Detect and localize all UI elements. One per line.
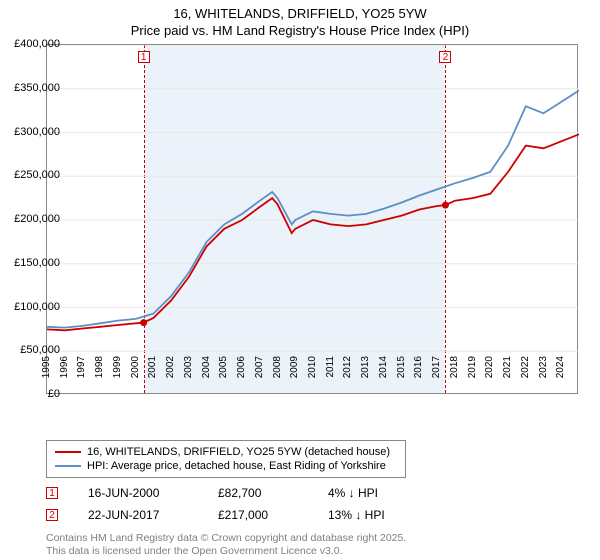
legend-label-series2: HPI: Average price, detached house, East… — [87, 460, 386, 472]
x-tick-label: 2023 — [538, 356, 549, 378]
x-tick-label: 2020 — [484, 356, 495, 378]
x-tick-label: 2004 — [201, 356, 212, 378]
legend-swatch-series1 — [55, 451, 81, 453]
marker-pct: 13% ↓ HPI — [328, 508, 385, 522]
x-tick-label: 1998 — [94, 356, 105, 378]
x-tick-label: 2003 — [183, 356, 194, 378]
legend-row-series1: 16, WHITELANDS, DRIFFIELD, YO25 5YW (det… — [55, 445, 397, 459]
x-tick-label: 1997 — [76, 356, 87, 378]
x-tick-label: 2013 — [360, 356, 371, 378]
marker-pct: 4% ↓ HPI — [328, 486, 378, 500]
x-tick-label: 2008 — [272, 356, 283, 378]
x-tick-label: 2018 — [449, 356, 460, 378]
x-tick-label: 2009 — [289, 356, 300, 378]
y-tick-label: £350,000 — [14, 82, 60, 94]
x-tick-label: 2001 — [147, 356, 158, 378]
marker-price: £217,000 — [218, 508, 298, 522]
marker-price: £82,700 — [218, 486, 298, 500]
y-tick-label: £50,000 — [20, 344, 60, 356]
x-tick-label: 2002 — [165, 356, 176, 378]
x-tick-label: 1995 — [41, 356, 52, 378]
x-tick-label: 2015 — [396, 356, 407, 378]
y-tick-label: £150,000 — [14, 257, 60, 269]
x-tick-label: 2010 — [307, 356, 318, 378]
x-tick-label: 2021 — [502, 356, 513, 378]
legend-row-series2: HPI: Average price, detached house, East… — [55, 459, 397, 473]
chart-lines — [47, 45, 579, 395]
marker-entry-2: 2 22-JUN-2017 £217,000 13% ↓ HPI — [46, 508, 385, 522]
y-tick-label: £200,000 — [14, 213, 60, 225]
y-tick-label: £250,000 — [14, 169, 60, 181]
marker-date: 22-JUN-2017 — [88, 508, 188, 522]
y-tick-label: £100,000 — [14, 301, 60, 313]
footnote-line1: Contains HM Land Registry data © Crown c… — [46, 532, 406, 544]
series-line-property — [47, 134, 579, 330]
y-tick-label: £400,000 — [14, 38, 60, 50]
legend: 16, WHITELANDS, DRIFFIELD, YO25 5YW (det… — [46, 440, 406, 478]
y-tick-label: £300,000 — [14, 126, 60, 138]
x-tick-label: 2019 — [467, 356, 478, 378]
x-tick-label: 2011 — [325, 356, 336, 378]
x-tick-label: 2024 — [555, 356, 566, 378]
legend-label-series1: 16, WHITELANDS, DRIFFIELD, YO25 5YW (det… — [87, 446, 390, 458]
x-tick-label: 1999 — [112, 356, 123, 378]
y-tick-label: £0 — [48, 388, 60, 400]
x-tick-label: 1996 — [59, 356, 70, 378]
chart-title-line2: Price paid vs. HM Land Registry's House … — [0, 21, 600, 38]
x-tick-label: 2022 — [520, 356, 531, 378]
series-line-hpi — [47, 91, 579, 328]
marker-dot — [140, 319, 147, 326]
x-tick-label: 2016 — [413, 356, 424, 378]
marker-date: 16-JUN-2000 — [88, 486, 188, 500]
legend-swatch-series2 — [55, 465, 81, 467]
x-tick-label: 2014 — [378, 356, 389, 378]
x-tick-label: 2012 — [342, 356, 353, 378]
x-tick-label: 2006 — [236, 356, 247, 378]
x-tick-label: 2007 — [254, 356, 265, 378]
footnote-line2: This data is licensed under the Open Gov… — [46, 545, 343, 557]
marker-dot — [442, 202, 449, 209]
plot-area: 12 — [46, 44, 578, 394]
marker-number-icon: 2 — [46, 509, 58, 521]
chart-title-line1: 16, WHITELANDS, DRIFFIELD, YO25 5YW — [0, 0, 600, 21]
x-tick-label: 2017 — [431, 356, 442, 378]
x-tick-label: 2005 — [218, 356, 229, 378]
marker-number-icon: 1 — [46, 487, 58, 499]
x-tick-label: 2000 — [130, 356, 141, 378]
marker-entry-1: 1 16-JUN-2000 £82,700 4% ↓ HPI — [46, 486, 378, 500]
